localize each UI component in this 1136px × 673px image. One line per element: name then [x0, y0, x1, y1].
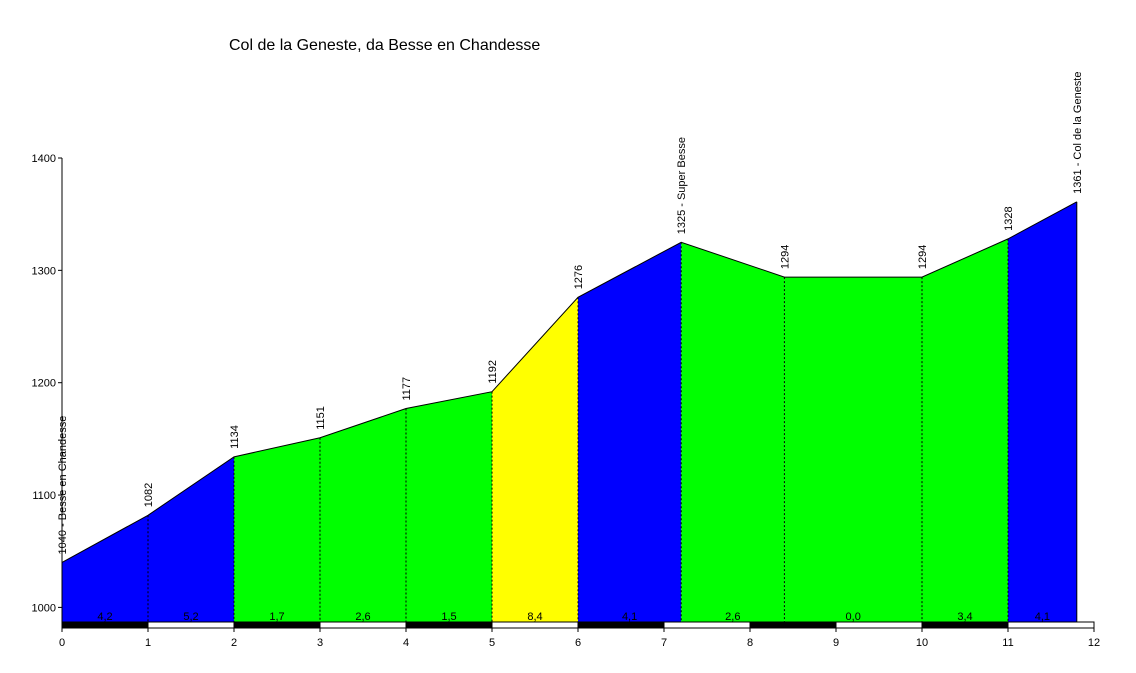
segment-gradient-label: 2,6 [725, 611, 740, 623]
point-elevation-label: 1328 [1003, 206, 1015, 230]
point-elevation-label: 1361 - Col de la Geneste [1072, 72, 1084, 194]
profile-areas [61, 201, 1078, 622]
point-elevation-label: 1276 [573, 265, 585, 289]
profile-segment [148, 456, 234, 622]
segment-gradient-label: 3,4 [957, 611, 972, 623]
profile-segment [406, 391, 492, 622]
segment-gradient-label: 0,0 [846, 611, 861, 623]
segment-gradient-label: 2,6 [355, 611, 370, 623]
point-elevation-label: 1151 [315, 406, 327, 430]
y-tick-label: 1400 [32, 153, 56, 165]
point-elevation-label: 1325 - Super Besse [676, 137, 688, 234]
point-elevation-label: 1082 [143, 483, 155, 507]
y-tick-label: 1200 [32, 378, 56, 390]
km-bar-block [1007, 621, 1095, 629]
profile-segment [234, 437, 320, 622]
y-tick-label: 1100 [32, 490, 56, 502]
x-tick-label: 12 [1088, 637, 1100, 649]
segment-gradient-label: 8,4 [527, 611, 542, 623]
x-tick-label: 7 [661, 637, 667, 649]
point-elevation-label: 1134 [229, 425, 241, 449]
profile-segment [320, 408, 406, 622]
segment-gradient-label: 4,1 [622, 611, 637, 623]
profile-segment [62, 515, 148, 622]
km-bar-block [749, 621, 837, 629]
profile-segment [578, 242, 682, 622]
segment-dividers [147, 201, 1078, 622]
x-tick-label: 10 [916, 637, 928, 649]
point-elevation-label: 1294 [917, 245, 929, 269]
segment-gradient-label: 5,2 [183, 611, 198, 623]
point-elevation-label: 1294 [779, 245, 791, 269]
y-tick-label: 1000 [32, 602, 56, 614]
profile-segment [784, 277, 922, 622]
x-tick-label: 3 [317, 637, 323, 649]
profile-segment [1008, 201, 1077, 622]
segment-gradient-label: 1,5 [441, 611, 456, 623]
profile-line [61, 201, 1078, 563]
profile-segment [492, 297, 578, 622]
segment-gradient-label: 4,1 [1035, 611, 1050, 623]
x-tick-label: 4 [403, 637, 409, 649]
x-tick-label: 2 [231, 637, 237, 649]
gradient-bar: 4,2 5,2 1,7 2,6 1,5 8,4 4,1 2,6 0,0 3,4 4,1 [61, 611, 1095, 629]
y-tick-label: 1300 [32, 265, 56, 277]
x-tick-label: 11 [1002, 637, 1013, 649]
point-labels: 1040 - Besse en Chandesse 1082 1134 1151 117… [57, 72, 1084, 555]
point-elevation-label: 1040 - Besse en Chandesse [57, 416, 69, 555]
segment-gradient-label: 1,7 [269, 611, 284, 623]
x-tick-label: 5 [489, 637, 495, 649]
point-elevation-label: 1192 [487, 360, 499, 384]
x-tick-label: 1 [145, 637, 151, 649]
chart-title: Col de la Geneste, da Besse en Chandesse [229, 37, 540, 54]
point-elevation-label: 1177 [401, 377, 413, 401]
x-tick-label: 8 [747, 637, 753, 649]
x-tick-label: 0 [59, 637, 65, 649]
profile-segment [922, 238, 1008, 622]
profile-segment [681, 242, 785, 622]
x-tick-label: 9 [833, 637, 839, 649]
x-tick-label: 6 [575, 637, 581, 649]
segment-gradient-label: 4,2 [97, 611, 112, 623]
